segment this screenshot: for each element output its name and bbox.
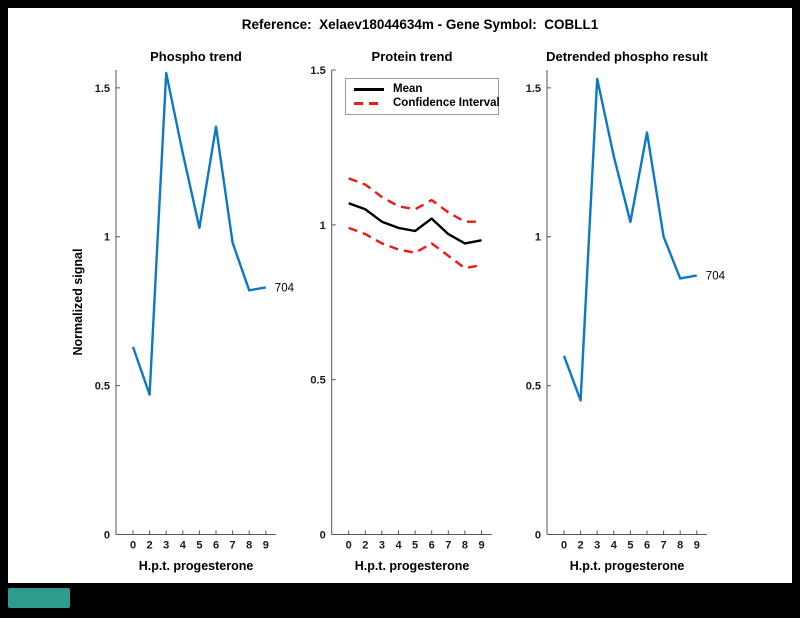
legend-item-mean: Mean xyxy=(346,82,498,96)
figure-area: 0 2 3 4 5 6 7 8 9 0 0.5 1 1.5 704 0 2 3 4 5 6 7 8 9 0 0.5 1 1.5 0 2 3… xyxy=(8,8,792,583)
y-tick-label: 0.5 xyxy=(95,381,110,393)
legend-label-confidence-interval: Confidence Interval xyxy=(393,97,500,109)
x-tick-label: 7 xyxy=(230,540,236,552)
y-tick-label: 1.5 xyxy=(526,83,541,95)
legend-label-mean: Mean xyxy=(393,83,423,95)
subplot-title-protein-trend: Protein trend xyxy=(371,49,453,64)
x-tick-label: 2 xyxy=(147,540,153,552)
x-tick-label: 9 xyxy=(478,540,484,552)
y-tick-label: 1.5 xyxy=(95,83,110,95)
figure-title: Reference: Xelaev18044634m - Gene Symbol… xyxy=(241,17,599,32)
x-tick-label: 0 xyxy=(561,540,567,552)
x-tick-label: 4 xyxy=(180,540,187,552)
y-tick-label: 0 xyxy=(104,530,110,542)
x-tick-label: 8 xyxy=(462,540,468,552)
legend-box: Mean Confidence Interval xyxy=(345,78,500,115)
confidence-interval-swatch-icon xyxy=(354,101,384,105)
subplot-title-phospho-trend: Phospho trend xyxy=(150,49,242,64)
x-tick-label: 6 xyxy=(429,540,435,552)
x-tick-label: 4 xyxy=(395,540,402,552)
series-end-label: 704 xyxy=(275,282,295,294)
y-tick-label: 1.5 xyxy=(310,65,325,77)
y-tick-label: 0 xyxy=(320,530,326,542)
legend-item-confidence-interval: Confidence Interval xyxy=(346,96,500,110)
x-tick-label: 4 xyxy=(611,540,618,552)
phospho-line xyxy=(131,71,267,396)
x-tick-label: 8 xyxy=(677,540,683,552)
y-tick-label: 0.5 xyxy=(310,375,325,387)
taskbar-accent-button[interactable] xyxy=(8,588,70,608)
x-tick-label: 8 xyxy=(246,540,252,552)
x-tick-label: 2 xyxy=(362,540,368,552)
x-tick-label: 5 xyxy=(627,540,633,552)
x-tick-label: 3 xyxy=(379,540,385,552)
y-tick-label: 1 xyxy=(320,220,326,232)
x-tick-label: 3 xyxy=(594,540,600,552)
series-end-label: 704 xyxy=(706,270,726,282)
mean-line-swatch-icon xyxy=(354,87,384,91)
x-tick-label: 7 xyxy=(661,540,667,552)
x-tick-label: 9 xyxy=(263,540,269,552)
detrended-line xyxy=(562,77,698,402)
x-tick-label: 6 xyxy=(644,540,650,552)
mean-line xyxy=(348,202,482,245)
x-tick-label: 6 xyxy=(213,540,219,552)
x-axis-label-2: H.p.t. progesterone xyxy=(354,559,470,573)
x-tick-label: 7 xyxy=(445,540,451,552)
x-axis-label-3: H.p.t. progesterone xyxy=(569,559,685,573)
y-axis-label: Normalized signal xyxy=(71,248,85,356)
y-tick-label: 1 xyxy=(104,232,110,244)
subplot-title-detrended-result: Detrended phospho result xyxy=(546,49,708,64)
ci-upper-line xyxy=(348,177,482,223)
x-tick-label: 0 xyxy=(130,540,136,552)
y-tick-label: 0.5 xyxy=(526,381,541,393)
x-tick-label: 9 xyxy=(694,540,700,552)
x-tick-label: 2 xyxy=(578,540,584,552)
ci-lower-line xyxy=(348,226,482,270)
y-tick-label: 0 xyxy=(535,530,541,542)
y-tick-label: 1 xyxy=(535,232,541,244)
x-axis-label-1: H.p.t. progesterone xyxy=(138,559,254,573)
x-tick-label: 0 xyxy=(346,540,352,552)
x-tick-label: 5 xyxy=(412,540,418,552)
subplot-2: 0 2 3 4 5 6 7 8 900.511.5 xyxy=(310,65,492,552)
x-tick-label: 3 xyxy=(163,540,169,552)
x-tick-label: 5 xyxy=(196,540,202,552)
